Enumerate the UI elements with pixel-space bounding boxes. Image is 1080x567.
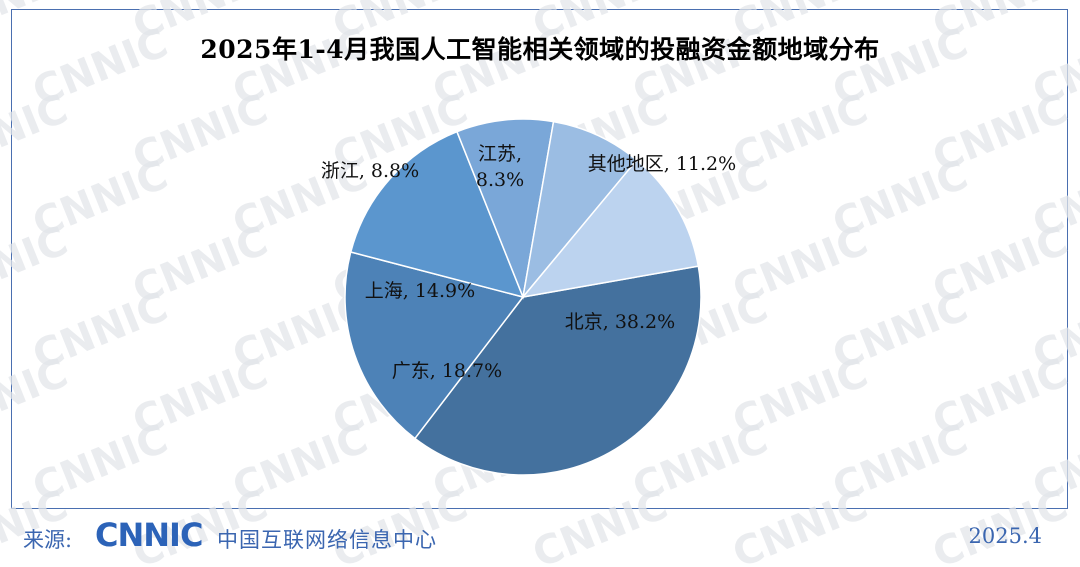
publish-date: 2025.4	[968, 524, 1042, 548]
pie-slice-5	[521, 120, 638, 300]
source-label: 来源:	[23, 528, 73, 552]
slice-label-2: 广东, 18.7%	[392, 360, 502, 382]
slice-label-5: 江苏, 8.3%	[476, 143, 524, 191]
slice-label-1: 北京, 38.2%	[565, 311, 675, 333]
cnnic-logo: CNNIC	[95, 516, 203, 554]
organization-name: 中国互联网络信息中心	[217, 528, 437, 552]
pie-slice-6	[521, 159, 700, 299]
slice-label-6: 其他地区, 11.2%	[588, 153, 736, 175]
pie-slice-4	[455, 118, 555, 300]
slice-label-3: 上海, 14.9%	[365, 280, 475, 302]
footer: 来源: CNNIC 中国互联网络信息中心 2025.4	[11, 514, 1068, 558]
pie-slice-3	[349, 130, 525, 299]
chart-title: 2025年1-4月我国人工智能相关领域的投融资金额地域分布	[200, 35, 880, 64]
pie-slice-2	[344, 251, 525, 440]
pie-slice-1	[413, 265, 702, 476]
slice-label-4: 浙江, 8.8%	[321, 160, 419, 182]
